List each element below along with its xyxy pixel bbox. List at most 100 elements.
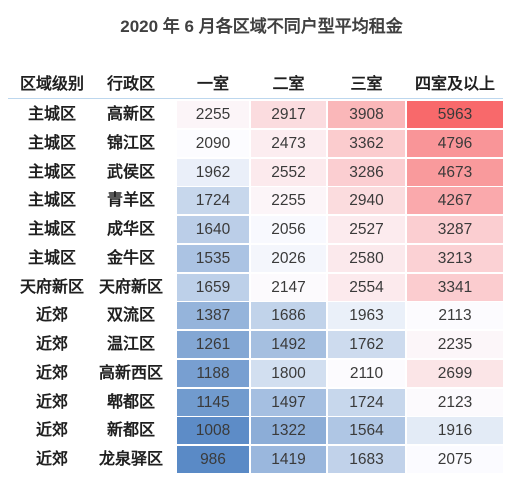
column-header-four-plus-room: 四室及以上: [414, 76, 495, 93]
table-row: 近郊 高新西区 1188 1800 2110 2699: [0, 359, 523, 387]
heatmap-cell: 2473: [251, 129, 326, 157]
district-label: 新都区: [106, 422, 155, 440]
heatmap-cell: 2554: [328, 273, 405, 301]
heatmap-cell: 1497: [251, 388, 326, 416]
heatmap-cell: 2110: [328, 359, 405, 387]
heatmap-cell: 2123: [407, 388, 503, 416]
heatmap-cell: 2580: [328, 244, 405, 272]
table-row: 近郊 温江区 1261 1492 1762 2235: [0, 331, 523, 358]
district-label: 武侯区: [106, 163, 155, 181]
district-label: 金牛区: [106, 249, 155, 267]
table-row: 主城区 高新区 2255 2917 3908 5963: [0, 101, 523, 128]
table-row: 主城区 成华区 1640 2056 2527 3287: [0, 216, 523, 243]
table-row: 近郊 新都区 1008 1322 1564 1916: [0, 417, 523, 445]
heatmap-cell: 1659: [177, 273, 249, 301]
heatmap-cell: 1419: [251, 446, 326, 473]
heatmap-cell: 2255: [177, 101, 249, 128]
heatmap-cell: 2113: [407, 302, 503, 330]
region-level-label: 近郊: [35, 307, 68, 325]
region-level-label: 主城区: [27, 106, 76, 123]
heatmap-cell: 3286: [328, 158, 405, 186]
region-level-label: 近郊: [35, 364, 68, 382]
region-level-label: 近郊: [35, 451, 68, 468]
region-level-label: 主城区: [27, 249, 76, 267]
heatmap-cell: 5963: [407, 101, 503, 128]
district-label: 高新西区: [98, 364, 163, 382]
header-divider: [8, 98, 503, 99]
region-level-label: 近郊: [35, 336, 68, 353]
district-label: 青羊区: [106, 192, 155, 210]
heatmap-cell: 1008: [177, 417, 249, 445]
heatmap-cell: 2147: [251, 273, 326, 301]
region-level-label: 近郊: [35, 422, 68, 440]
heatmap-cell: 2255: [251, 187, 326, 215]
heatmap-cell: 1963: [328, 302, 405, 330]
column-header-three-room: 三室: [350, 76, 383, 93]
heatmap-cell: 1145: [177, 388, 249, 416]
table-row: 主城区 武侯区 1962 2552 3286 4673: [0, 158, 523, 186]
heatmap-cell: 3213: [407, 244, 503, 272]
heatmap-cell: 4796: [407, 129, 503, 157]
chart-title: 2020 年 6 月各区域不同户型平均租金: [120, 17, 403, 36]
heatmap-cell: 1916: [407, 417, 503, 445]
heatmap-cell: 1188: [177, 359, 249, 387]
district-label: 高新区: [106, 106, 155, 123]
heatmap-cell: 1387: [177, 302, 249, 330]
heatmap-cell: 1762: [328, 331, 405, 358]
heatmap-cell: 2527: [328, 216, 405, 243]
table-row: 主城区 金牛区 1535 2026 2580 3213: [0, 244, 523, 272]
column-header-two-room: 二室: [272, 76, 305, 93]
heatmap-cell: 2026: [251, 244, 326, 272]
heatmap-cell: 1724: [177, 187, 249, 215]
heatmap-cell: 1492: [251, 331, 326, 358]
heatmap-cell: 3341: [407, 273, 503, 301]
heatmap-cell: 1683: [328, 446, 405, 473]
heatmap-cell: 1962: [177, 158, 249, 186]
heatmap-cell: 1261: [177, 331, 249, 358]
district-label: 龙泉驿区: [98, 451, 163, 468]
table-row: 主城区 锦江区 2090 2473 3362 4796: [0, 129, 523, 157]
heatmap-cell: 1686: [251, 302, 326, 330]
region-level-label: 主城区: [27, 163, 76, 181]
region-level-label: 主城区: [27, 134, 76, 152]
heatmap-cell: 3287: [407, 216, 503, 243]
table-row: 主城区 青羊区 1724 2255 2940 4267: [0, 187, 523, 215]
column-header-district: 行政区: [106, 76, 155, 93]
district-label: 天府新区: [98, 278, 163, 296]
heatmap-cell: 2235: [407, 331, 503, 358]
district-label: 锦江区: [106, 134, 155, 152]
table-row: 近郊 郫都区 1145 1497 1724 2123: [0, 388, 523, 416]
heatmap-cell: 2940: [328, 187, 405, 215]
heatmap-cell: 2056: [251, 216, 326, 243]
heatmap-cell: 2552: [251, 158, 326, 186]
region-level-label: 天府新区: [19, 278, 84, 296]
region-level-label: 主城区: [27, 192, 76, 210]
heatmap-cell: 1640: [177, 216, 249, 243]
table-row: 近郊 龙泉驿区 986 1419 1683 2075: [0, 446, 523, 473]
heatmap-cell: 4267: [407, 187, 503, 215]
district-label: 成华区: [106, 221, 155, 238]
district-label: 双流区: [106, 307, 155, 325]
heatmap-cell: 1800: [251, 359, 326, 387]
heatmap-cell: 2075: [407, 446, 503, 473]
column-header-region-level: 区域级别: [19, 76, 84, 93]
heatmap-cell: 2917: [251, 101, 326, 128]
table-row: 天府新区 天府新区 1659 2147 2554 3341: [0, 273, 523, 301]
district-label: 温江区: [106, 336, 155, 353]
heatmap-cell: 986: [177, 446, 249, 473]
heatmap-cell: 2090: [177, 129, 249, 157]
column-header-one-room: 一室: [196, 76, 229, 93]
heatmap-cell: 3362: [328, 129, 405, 157]
heatmap-cell: 1535: [177, 244, 249, 272]
region-level-label: 近郊: [35, 393, 68, 411]
heatmap-cell: 1724: [328, 388, 405, 416]
table-row: 近郊 双流区 1387 1686 1963 2113: [0, 302, 523, 330]
heatmap-cell: 2699: [407, 359, 503, 387]
heatmap-cell: 1564: [328, 417, 405, 445]
heatmap-cell: 3908: [328, 101, 405, 128]
heatmap-cell: 4673: [407, 158, 503, 186]
district-label: 郫都区: [106, 393, 155, 411]
heatmap-cell: 1322: [251, 417, 326, 445]
region-level-label: 主城区: [27, 221, 76, 238]
